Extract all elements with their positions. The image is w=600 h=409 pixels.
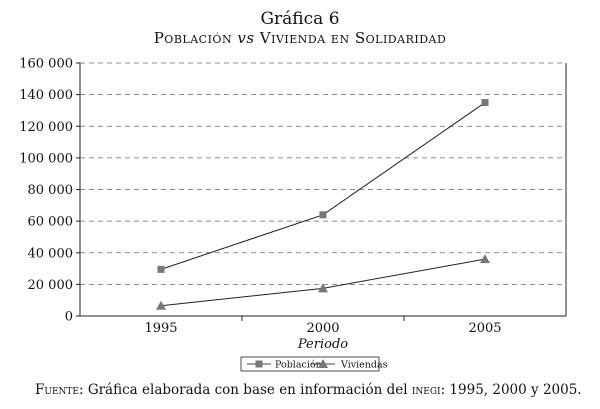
subtitle-vs: vs <box>237 29 255 47</box>
x-tick-label-2: 2005 <box>468 321 501 336</box>
subtitle-part-1: Población <box>153 29 238 47</box>
legend-box <box>240 356 380 372</box>
y-tick-label-8: 160 000 <box>19 57 73 72</box>
series-0-point-0 <box>157 265 165 273</box>
y-tick-label-2: 40 000 <box>28 246 74 261</box>
series-line-1 <box>160 258 486 307</box>
source-note: Fuente: Gráfica elaborada con base en in… <box>35 382 582 398</box>
source-abbr: inegi <box>411 382 441 398</box>
legend-label-1: Viviendas <box>340 360 388 371</box>
chart-title: Gráfica 6 <box>260 9 340 29</box>
chart-subtitle: Población vs Vivienda en Solidaridad <box>0 29 600 47</box>
source-tail: : 1995, 2000 y 2005. <box>440 382 582 398</box>
y-tick-label-5: 100 000 <box>19 151 73 166</box>
x-tick-label-0: 1995 <box>144 321 177 336</box>
legend-label-0: Población <box>275 360 322 371</box>
legend-marker-1 <box>318 359 328 368</box>
series-0-point-2 <box>481 99 489 107</box>
x-tick-label-1: 2000 <box>306 321 339 336</box>
y-tick-label-4: 80 000 <box>28 183 74 198</box>
series-0-point-1 <box>319 211 327 219</box>
y-tick-label-1: 20 000 <box>28 278 74 293</box>
y-tick-label-7: 140 000 <box>19 88 73 103</box>
y-tick-label-6: 120 000 <box>19 120 73 135</box>
source-text: : Gráfica elaborada con base en informac… <box>78 382 412 398</box>
y-tick-label-3: 60 000 <box>28 215 74 230</box>
series-line-0 <box>160 102 486 270</box>
series-1-point-1 <box>318 283 328 293</box>
series-1-point-0 <box>156 300 166 310</box>
legend-marker-0 <box>255 360 263 368</box>
source-label: Fuente <box>35 382 79 398</box>
y-tick-label-0: 0 <box>65 310 73 325</box>
x-axis-label: Periodo <box>297 337 348 352</box>
series-1-point-2 <box>480 254 490 264</box>
subtitle-part-2: Vivienda en Solidaridad <box>254 29 447 47</box>
